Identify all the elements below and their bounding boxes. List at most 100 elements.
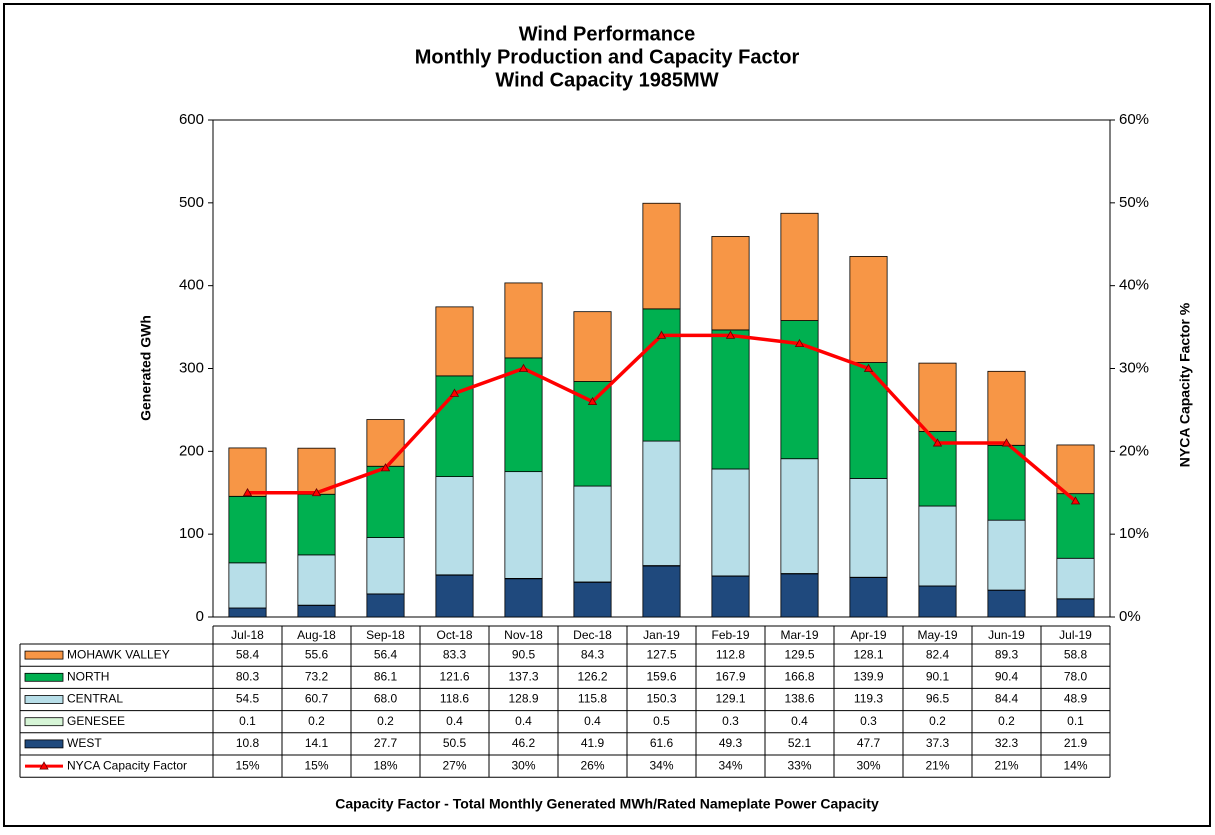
table-value: 0.3: [722, 714, 739, 728]
y-tick-label: 500: [179, 194, 204, 211]
table-value: 128.9: [508, 692, 538, 706]
x-tick-label: Aug-18: [297, 628, 336, 642]
bar-segment: [574, 582, 611, 617]
legend-label: CENTRAL: [67, 692, 123, 706]
table-value: 127.5: [646, 647, 676, 661]
bar-segment: [436, 477, 473, 575]
table-value: 18%: [373, 758, 397, 772]
table-value: 58.4: [236, 647, 260, 661]
footnote: Capacity Factor - Total Monthly Generate…: [335, 796, 879, 812]
bar-segment: [229, 608, 266, 617]
bar-segment: [919, 506, 956, 586]
legend-label: GENESEE: [67, 714, 125, 728]
y2-tick-label: 20%: [1119, 442, 1149, 459]
table-value: 61.6: [650, 736, 674, 750]
table-value: 0.4: [515, 714, 532, 728]
bar-segment: [781, 574, 818, 617]
y-tick-label: 600: [179, 111, 204, 128]
bar-segment: [436, 307, 473, 376]
table-value: 58.8: [1064, 647, 1088, 661]
x-tick-label: Oct-18: [436, 628, 472, 642]
bar-segment: [1057, 445, 1094, 494]
table-value: 21.9: [1064, 736, 1088, 750]
table-value: 0.3: [860, 714, 877, 728]
x-tick-label: May-19: [917, 628, 957, 642]
y-tick-label: 100: [179, 525, 204, 542]
table-value: 30%: [856, 758, 880, 772]
table-value: 0.2: [377, 714, 394, 728]
y-tick-label: 0: [196, 608, 204, 625]
table-value: 121.6: [439, 669, 469, 683]
table-value: 15%: [235, 758, 259, 772]
x-tick-label: Mar-19: [780, 628, 818, 642]
x-tick-label: Sep-18: [366, 628, 405, 642]
table-value: 14%: [1063, 758, 1087, 772]
y2-axis-label: NYCA Capacity Factor %: [1177, 302, 1193, 467]
bar-segment: [712, 576, 749, 617]
bar-segment: [1057, 599, 1094, 617]
table-value: 34%: [649, 758, 673, 772]
table-value: 83.3: [443, 647, 467, 661]
y2-tick-label: 30%: [1119, 359, 1149, 376]
bar-segment: [919, 363, 956, 431]
table-value: 80.3: [236, 669, 260, 683]
x-tick-label: Jun-19: [988, 628, 1025, 642]
table-value: 126.2: [577, 669, 607, 683]
bar-segment: [229, 496, 266, 563]
legend-swatch: [25, 651, 63, 659]
table-value: 150.3: [646, 692, 676, 706]
table-value: 48.9: [1064, 692, 1088, 706]
bar-segment: [988, 520, 1025, 590]
bar-segment: [643, 441, 680, 565]
bar-segment: [643, 309, 680, 441]
table-value: 34%: [718, 758, 742, 772]
table-value: 84.4: [995, 692, 1019, 706]
table-value: 90.1: [926, 669, 950, 683]
table-value: 86.1: [374, 669, 398, 683]
bar-segment: [643, 566, 680, 617]
table-value: 27.7: [374, 736, 398, 750]
table-value: 0.4: [584, 714, 601, 728]
bar-segment: [643, 203, 680, 309]
table-value: 55.6: [305, 647, 329, 661]
y2-tick-label: 40%: [1119, 277, 1149, 294]
bar-segment: [298, 555, 335, 605]
y-axis-label: Generated GWh: [138, 315, 154, 421]
table-value: 46.2: [512, 736, 536, 750]
legend-label: MOHAWK VALLEY: [67, 647, 170, 661]
x-tick-label: Feb-19: [711, 628, 749, 642]
bar-segment: [781, 459, 818, 574]
table-value: 0.1: [1067, 714, 1084, 728]
legend-label: WEST: [67, 736, 102, 750]
table-value: 41.9: [581, 736, 605, 750]
table-value: 32.3: [995, 736, 1019, 750]
table-value: 115.8: [578, 692, 607, 706]
bar-segment: [367, 538, 404, 594]
bar-segment: [712, 330, 749, 469]
bar-segment: [574, 486, 611, 582]
legend-label: NORTH: [67, 669, 109, 683]
table-value: 89.3: [995, 647, 1019, 661]
table-value: 159.6: [646, 669, 676, 683]
table-value: 0.4: [446, 714, 463, 728]
bar-segment: [850, 256, 887, 362]
bar-segment: [712, 236, 749, 329]
table-value: 139.9: [853, 669, 883, 683]
y2-tick-label: 0%: [1119, 608, 1141, 625]
x-tick-label: Apr-19: [850, 628, 886, 642]
table-value: 26%: [580, 758, 604, 772]
y-tick-label: 400: [179, 277, 204, 294]
bar-segment: [505, 472, 542, 579]
legend-swatch: [25, 696, 63, 704]
bar-segment: [367, 420, 404, 467]
bar-segment: [988, 590, 1025, 617]
table-value: 96.5: [926, 692, 950, 706]
bar-segment: [988, 371, 1025, 445]
table-value: 0.1: [239, 714, 256, 728]
bar-segment: [367, 466, 404, 537]
bar-segment: [574, 312, 611, 382]
bar-segment: [988, 445, 1025, 520]
bar-segment: [505, 283, 542, 358]
table-value: 0.4: [791, 714, 808, 728]
